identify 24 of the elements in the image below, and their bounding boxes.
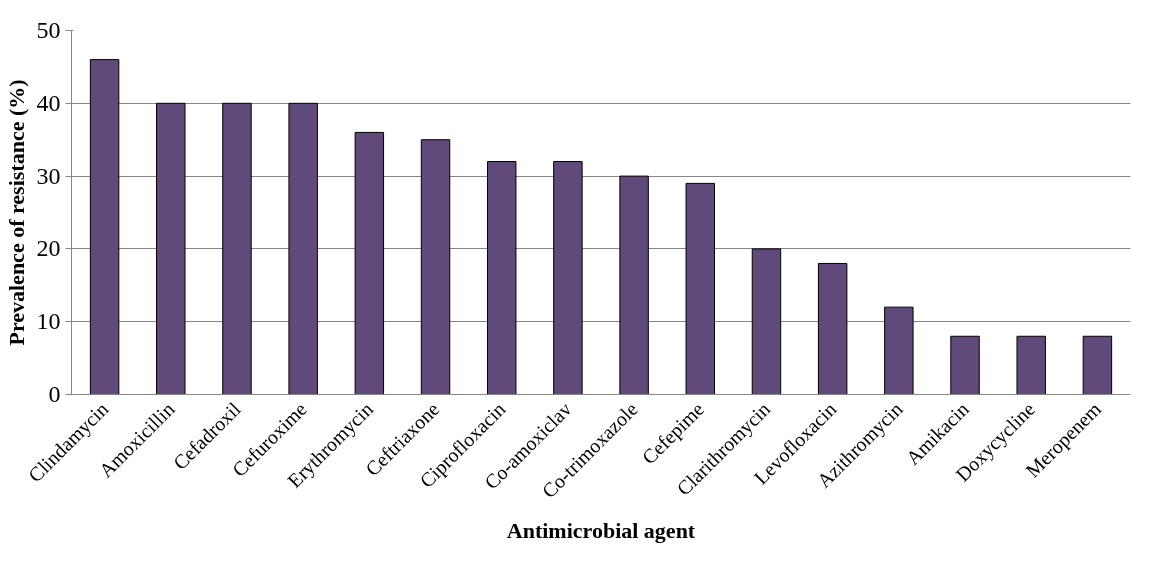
- bar: [1082, 335, 1113, 395]
- bar: [222, 102, 252, 395]
- bar: [950, 335, 980, 395]
- bar: [89, 59, 120, 395]
- y-tick-label: 30: [36, 162, 61, 189]
- bar: [1016, 335, 1046, 395]
- bar: [486, 161, 517, 395]
- bar: [354, 131, 385, 395]
- bar: [420, 139, 451, 395]
- y-tick-label: 20: [36, 235, 61, 262]
- y-axis-title: Prevalence of resistance (%): [3, 79, 29, 346]
- y-tick-label: 0: [48, 381, 61, 407]
- y-tick-label: 50: [36, 17, 61, 43]
- x-axis-title: Antimicrobial agent: [506, 517, 696, 543]
- bar: [817, 262, 848, 395]
- bar: [884, 306, 914, 395]
- bar: [685, 182, 716, 395]
- bar: [156, 102, 186, 395]
- y-tick-label: 10: [36, 308, 61, 335]
- bar: [553, 161, 583, 395]
- bar: [288, 102, 318, 395]
- y-tick-label: 40: [36, 89, 61, 116]
- bar: [751, 248, 782, 395]
- bar: [619, 175, 649, 395]
